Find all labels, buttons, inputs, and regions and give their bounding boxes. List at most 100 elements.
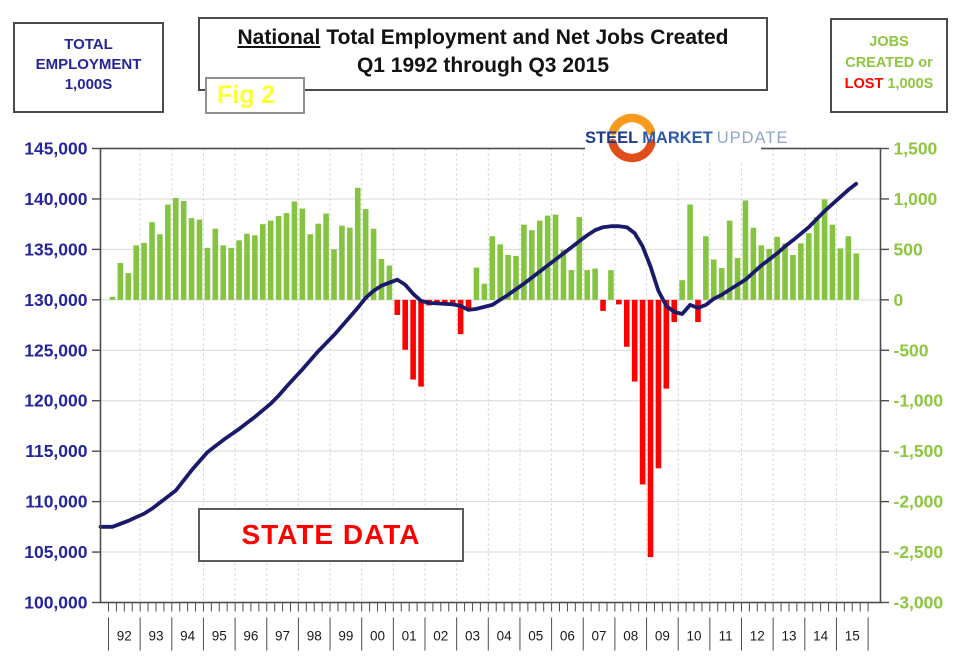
x-axis-year-label: 08	[623, 629, 638, 644]
x-axis-year-label: 95	[212, 629, 227, 644]
x-axis-year-label: 98	[307, 629, 322, 644]
bar-jobs-created	[188, 218, 195, 300]
bar-jobs-lost	[639, 299, 646, 485]
bar-jobs-lost	[663, 299, 670, 389]
bar-jobs-lost	[616, 299, 622, 305]
bar-jobs-created	[521, 224, 527, 300]
bar-jobs-created	[228, 247, 234, 300]
bar-jobs-created	[703, 236, 709, 300]
bar-jobs-lost	[695, 299, 701, 323]
bar-jobs-created	[782, 243, 788, 300]
left-axis-tick-label: 145,000	[24, 139, 88, 159]
figure-label: Fig 2	[217, 81, 276, 109]
bar-jobs-created	[149, 222, 155, 300]
bar-jobs-created	[180, 200, 187, 300]
bar-jobs-created	[544, 215, 551, 300]
x-axis-year-label: 15	[845, 629, 860, 644]
bar-jobs-created	[750, 227, 757, 300]
x-axis-year-label: 11	[719, 629, 733, 644]
chart-title: National Total Employment and Net Jobs Cr…	[200, 26, 766, 50]
bar-jobs-created	[315, 223, 321, 300]
state-data-label: STATE DATA	[241, 519, 421, 550]
bar-jobs-created	[837, 248, 844, 300]
bar-jobs-lost	[418, 299, 424, 387]
bar-jobs-created	[497, 244, 503, 300]
bar-jobs-created	[829, 224, 836, 300]
total-employment-line	[98, 181, 859, 529]
bar-jobs-created	[798, 243, 804, 300]
bar-jobs-created	[742, 200, 749, 300]
x-axis-year-label: 04	[497, 629, 513, 644]
left-axis-tick-label: 140,000	[24, 189, 88, 209]
right-axis-tick-label: -500	[894, 340, 929, 360]
left-axis-tick-label: 105,000	[24, 542, 88, 562]
state-data-annotation-box: STATE DATA	[198, 508, 464, 562]
right-axis-tick-label: -2,000	[894, 492, 944, 512]
bar-jobs-created	[362, 209, 369, 300]
left-axis-tick-label: 120,000	[24, 391, 88, 411]
x-axis-year-label: 93	[148, 629, 163, 644]
right-axis-tick-label: 1,000	[894, 189, 938, 209]
logo-market: MARKET	[642, 129, 713, 147]
bar-jobs-created	[220, 245, 227, 300]
v-gridlines	[139, 148, 837, 603]
bar-jobs-created	[711, 259, 717, 300]
left-axis-tick-label: 110,000	[25, 492, 88, 512]
bar-jobs-created	[323, 213, 329, 300]
x-axis-year-label: 94	[180, 629, 196, 644]
right-axis-tick-label: -1,000	[894, 391, 944, 411]
bar-jobs-lost	[410, 299, 416, 380]
legend-lost: LOST	[844, 76, 884, 92]
bar-jobs-created	[821, 199, 828, 300]
smu-wordmark: STEEL MARKET UPDATE	[585, 129, 787, 148]
bar-jobs-created	[267, 220, 274, 300]
right-axis-tick-label: 0	[894, 290, 904, 310]
bar-jobs-created	[592, 268, 598, 300]
x-axis-year-label: 14	[813, 629, 829, 644]
bar-jobs-created	[687, 204, 693, 300]
bar-jobs-created	[734, 257, 741, 300]
bar-jobs-created	[204, 247, 211, 300]
bar-jobs-created	[236, 240, 242, 300]
bar-jobs-lost	[655, 299, 662, 469]
right-axis-tick-label: -1,500	[894, 441, 944, 461]
bar-jobs-created	[805, 233, 812, 300]
bar-jobs-created	[133, 245, 139, 300]
bar-jobs-created	[481, 283, 488, 300]
figure-label-box: Fig 2	[205, 77, 305, 114]
bar-jobs-created	[576, 217, 583, 300]
x-axis-year-label: 01	[402, 629, 417, 644]
bar-jobs-lost	[623, 299, 630, 347]
bar-jobs-created	[608, 270, 614, 300]
legend-unit: 1,000S	[887, 76, 934, 92]
x-axis-year-label: 12	[750, 629, 765, 644]
x-axis-year-label: 13	[781, 629, 796, 644]
bar-jobs-created	[513, 255, 519, 300]
legend-line: TOTAL	[64, 36, 113, 53]
bar-jobs-created	[718, 268, 725, 300]
legend-line: 1,000S	[64, 76, 113, 93]
bar-jobs-created	[307, 234, 314, 300]
x-axis-year-label: 02	[433, 629, 448, 644]
bar-jobs-created	[244, 233, 250, 300]
right-axis: 1,500 1,000 500 0 -500 -1,000 -1,500 -2,000 -2,5…	[880, 139, 944, 613]
bars-net-jobs	[109, 187, 860, 558]
left-axis: 145,000 140,000 135,000 130,000 125,000 120,0…	[24, 139, 101, 613]
title-national: National	[237, 26, 321, 49]
bar-jobs-created	[505, 254, 511, 300]
bar-jobs-created	[354, 187, 361, 300]
right-axis-tick-label: 500	[894, 239, 923, 259]
bar-jobs-lost	[457, 299, 464, 335]
x-axis-year-label: 03	[465, 629, 480, 644]
bar-jobs-created	[813, 217, 820, 300]
bar-jobs-created	[473, 267, 480, 300]
bar-jobs-created	[291, 201, 298, 300]
bar-jobs-created	[125, 273, 132, 300]
left-axis-tick-label: 115,000	[25, 441, 88, 461]
bar-jobs-created	[109, 296, 116, 300]
bar-jobs-created	[790, 254, 796, 300]
x-axis-year-label: 99	[338, 629, 353, 644]
plot-frame	[99, 147, 882, 604]
smu-logo: STEEL MARKET UPDATE	[585, 113, 787, 163]
bar-jobs-created	[117, 263, 124, 300]
